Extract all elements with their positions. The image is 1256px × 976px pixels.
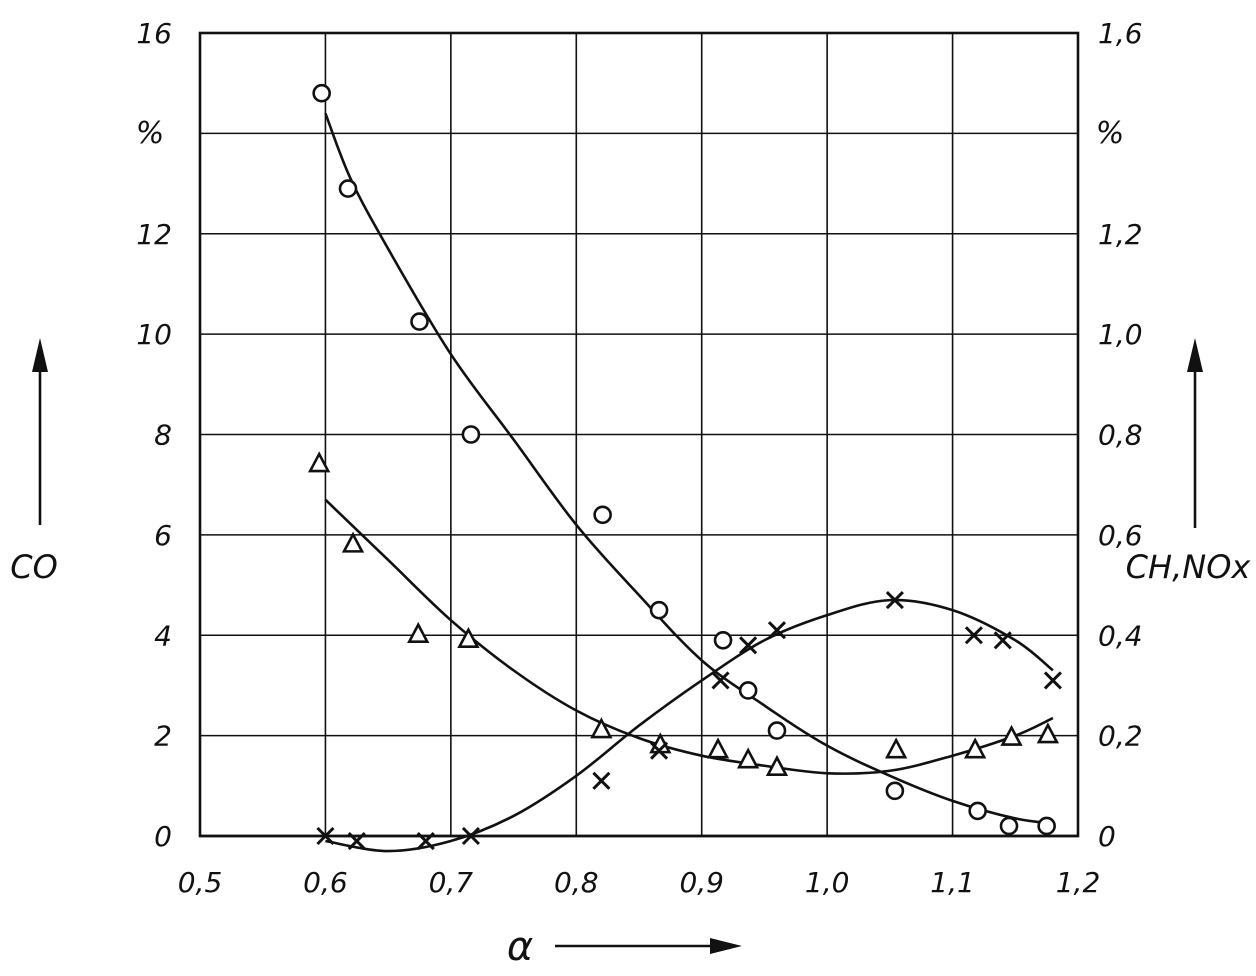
x-tick-label: 1,1 xyxy=(930,866,975,899)
x-tick-label: 0,9 xyxy=(679,866,724,899)
y-left-tick-label: 0 xyxy=(154,820,172,853)
x-tick-label: 0,8 xyxy=(554,866,599,899)
x-arrowhead-icon xyxy=(710,938,742,954)
tick-labels: 0,5 0,6 0,7 0,8 0,9 1,0 1,1 1,2 0 2 4 6 8 10 12 16 0 0,2 0… xyxy=(136,17,1142,899)
data-point-triangle xyxy=(736,747,760,769)
data-point-x xyxy=(592,771,611,790)
grid xyxy=(200,33,1078,836)
data-point-circle xyxy=(885,781,905,801)
data-point-triangle xyxy=(1000,724,1023,746)
x-label: α xyxy=(507,924,533,970)
data-point-triangle xyxy=(963,737,987,759)
y-left-label: CO xyxy=(10,548,58,586)
y-left-tick-label: 16 xyxy=(136,17,172,50)
data-point-x xyxy=(650,741,669,760)
y-right-tick-label: 0,4 xyxy=(1098,619,1143,652)
data-point-circle xyxy=(593,505,612,525)
data-point-x xyxy=(885,591,904,610)
data-point-circle xyxy=(999,816,1019,836)
data-point-x xyxy=(964,626,983,645)
x-tick-label: 1,2 xyxy=(1056,866,1101,899)
data-point-x xyxy=(711,671,730,690)
data-point-circle xyxy=(767,721,787,740)
fit-curve-circle xyxy=(324,112,1054,825)
data-point-triangle xyxy=(341,531,365,553)
data-point-x xyxy=(993,631,1012,650)
data-point-circle xyxy=(461,425,481,444)
data-point-circle xyxy=(738,681,758,700)
data-point-x xyxy=(347,831,366,851)
y-right-tick-label: 0,8 xyxy=(1098,419,1143,452)
x-tick-label: 0,6 xyxy=(303,866,348,899)
data-point-x xyxy=(767,621,787,640)
data-point-circle xyxy=(1037,816,1056,836)
data-point-triangle xyxy=(706,737,730,759)
data-point-x xyxy=(316,826,335,846)
y-left-tick-label: 6 xyxy=(154,519,172,552)
data-point-triangle xyxy=(457,626,480,649)
data-point-x xyxy=(1043,671,1062,690)
y-right-tick-label: 0,6 xyxy=(1098,519,1143,552)
y-left-tick-label: 10 xyxy=(136,318,172,351)
data-point-x xyxy=(461,826,480,846)
x-tick-label: 0,5 xyxy=(178,866,223,899)
y-right-tick-label: 0 xyxy=(1098,820,1116,853)
y-right-tick-label: 1,2 xyxy=(1098,218,1143,251)
y-left-axis-label: CO xyxy=(10,338,58,586)
x-axis-label: α xyxy=(507,924,742,970)
y-right-axis-label: CH,NOx xyxy=(1126,338,1252,586)
data-point-circle xyxy=(312,83,331,103)
data-point-triangle xyxy=(765,754,789,777)
fit-curve-x xyxy=(325,598,1054,853)
y-right-tick-label: 1,6 xyxy=(1098,17,1143,50)
data-point-circle xyxy=(338,179,358,198)
y-left-unit: % xyxy=(136,116,165,151)
data-point-triangle xyxy=(1036,722,1060,744)
y-left-tick-label: 12 xyxy=(136,218,172,251)
data-markers xyxy=(307,83,1062,851)
data-point-circle xyxy=(649,600,669,620)
y-right-tick-label: 0,2 xyxy=(1098,720,1143,753)
fit-curve-triangle xyxy=(324,498,1054,775)
data-point-triangle xyxy=(590,717,613,739)
y-left-arrowhead-icon xyxy=(32,338,48,372)
data-point-triangle xyxy=(407,621,430,644)
x-tick-label: 0,7 xyxy=(429,866,474,899)
y-left-tick-label: 4 xyxy=(154,619,172,652)
y-left-tick-label: 2 xyxy=(154,720,172,753)
data-point-x xyxy=(416,831,435,851)
y-right-arrowhead-icon xyxy=(1187,338,1203,372)
y-right-tick-label: 1,0 xyxy=(1098,318,1143,351)
data-point-circle xyxy=(713,630,733,650)
data-point-triangle xyxy=(884,737,908,759)
fit-curves xyxy=(200,112,1078,853)
y-right-label: CH,NOx xyxy=(1126,548,1252,586)
data-point-circle xyxy=(968,801,987,821)
y-left-tick-label: 8 xyxy=(154,419,172,452)
x-tick-label: 1,0 xyxy=(805,866,850,899)
data-point-x xyxy=(739,636,758,655)
y-right-unit: % xyxy=(1096,116,1125,151)
data-point-circle xyxy=(410,312,429,331)
data-point-triangle xyxy=(307,451,331,473)
